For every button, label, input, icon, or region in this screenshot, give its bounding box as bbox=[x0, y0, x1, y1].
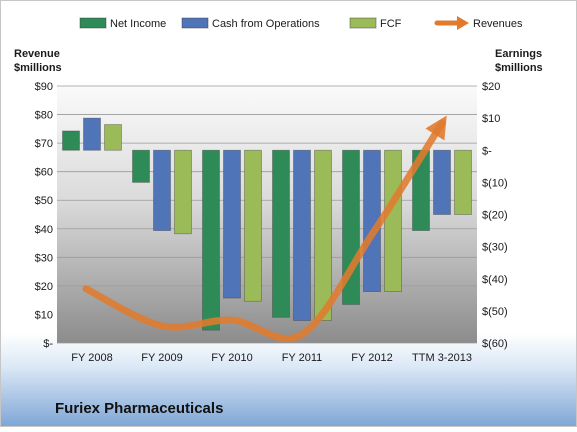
category-label: FY 2008 bbox=[71, 352, 112, 364]
right-tick-label: $(50) bbox=[482, 306, 508, 318]
left-tick-label: $80 bbox=[35, 110, 53, 122]
plot-area bbox=[57, 86, 477, 343]
category-label: FY 2012 bbox=[351, 352, 392, 364]
legend-swatch-cash-from-operations bbox=[181, 17, 209, 29]
left-tick-label: $40 bbox=[35, 224, 53, 236]
right-axis-title-line1: Earnings bbox=[495, 48, 542, 60]
legend-label: Revenues bbox=[473, 18, 523, 30]
legend-arrowhead bbox=[457, 16, 469, 30]
right-tick-label: $10 bbox=[482, 113, 500, 125]
right-tick-label: $(40) bbox=[482, 274, 508, 286]
bar-fcf bbox=[384, 149, 402, 293]
right-axis-title-line2: $millions bbox=[495, 62, 543, 74]
left-tick-label: $10 bbox=[35, 309, 53, 321]
bar-fcf bbox=[174, 149, 192, 235]
bar-net-income bbox=[202, 149, 220, 331]
right-tick-label: $(20) bbox=[482, 210, 508, 222]
left-tick-label: $30 bbox=[35, 252, 53, 264]
legend-swatch-net-income bbox=[79, 17, 107, 29]
legend-swatch-fcf bbox=[349, 17, 377, 29]
bar-net-income bbox=[272, 149, 290, 318]
bar-cash-from-operations bbox=[153, 149, 171, 231]
bar-cash-from-operations bbox=[293, 149, 311, 321]
bar-fcf bbox=[454, 149, 472, 215]
right-tick-label: $- bbox=[482, 145, 492, 157]
bar-fcf bbox=[314, 149, 332, 321]
bar-net-income bbox=[132, 149, 150, 183]
bar-cash-from-operations bbox=[223, 149, 241, 299]
chart-title: Furiex Pharmaceuticals bbox=[55, 400, 223, 417]
legend-label: FCF bbox=[380, 18, 402, 30]
left-axis-title-line2: $millions bbox=[14, 62, 62, 74]
left-tick-label: $20 bbox=[35, 281, 53, 293]
category-label: FY 2009 bbox=[141, 352, 182, 364]
bar-fcf bbox=[104, 124, 122, 151]
left-tick-label: $90 bbox=[35, 81, 53, 93]
left-tick-label: $- bbox=[43, 338, 53, 350]
legend: Net Income Cash from Operations FCF Revenue… bbox=[79, 16, 523, 30]
bar-fcf bbox=[244, 149, 262, 302]
left-tick-label: $50 bbox=[35, 195, 53, 207]
legend-label: Net Income bbox=[110, 18, 166, 30]
category-label: FY 2011 bbox=[282, 352, 323, 364]
bar-cash-from-operations bbox=[433, 149, 451, 215]
left-tick-label: $70 bbox=[35, 138, 53, 150]
category-label: FY 2010 bbox=[211, 352, 252, 364]
revenues-line bbox=[82, 115, 447, 343]
left-tick-label: $60 bbox=[35, 167, 53, 179]
right-tick-label: $(60) bbox=[482, 338, 508, 350]
right-tick-label: $20 bbox=[482, 81, 500, 93]
category-label: TTM 3-2013 bbox=[412, 352, 472, 364]
right-tick-label: $(10) bbox=[482, 177, 508, 189]
bar-cash-from-operations bbox=[83, 117, 101, 151]
legend-label: Cash from Operations bbox=[212, 18, 320, 30]
left-axis-title-line1: Revenue bbox=[14, 48, 60, 60]
bar-net-income bbox=[62, 130, 80, 151]
right-tick-label: $(30) bbox=[482, 242, 508, 254]
